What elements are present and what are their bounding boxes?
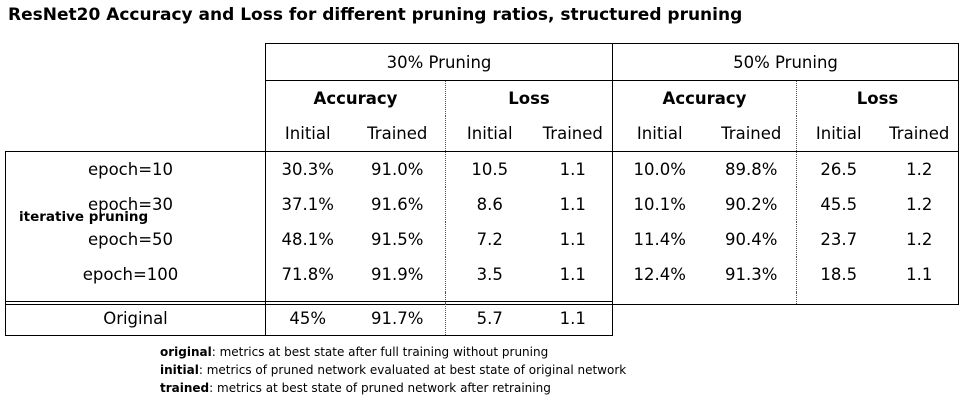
footnote-text: : metrics at best state of pruned networ… xyxy=(209,381,551,395)
subheader-trained: Trained xyxy=(542,124,603,143)
table-cell: 23.7 xyxy=(796,222,881,257)
loss-header-30: Loss xyxy=(445,80,613,116)
table-cell: 91.0% xyxy=(349,151,446,187)
subheader-trained: Trained xyxy=(880,116,959,152)
subheader-initial: Initial xyxy=(265,116,350,152)
table-cell: 1.2 xyxy=(880,187,959,222)
table-cell: 1.2 xyxy=(880,222,959,257)
loss-header-50: Loss xyxy=(796,80,959,116)
table-cell: 71.8% xyxy=(265,257,350,292)
table-cell: 1.1 xyxy=(533,151,613,187)
table-row: epoch=50 48.1% 91.5% 7.2 1.1 11.4% 90.4%… xyxy=(5,222,959,257)
table-row: epoch=10 30.3% 91.0% 10.5 1.1 10.0% 89.8… xyxy=(5,151,959,187)
footnote-term: original xyxy=(160,345,212,359)
table-title: ResNet20 Accuracy and Loss for different… xyxy=(8,5,743,25)
table-cell: 90.2% xyxy=(725,195,778,214)
table-cell: 91.3% xyxy=(725,265,778,284)
accuracy-header-30: Accuracy xyxy=(265,80,446,116)
group-header-row: 30% Pruning 50% Pruning xyxy=(6,43,959,81)
table-cell: 91.9% xyxy=(371,265,424,284)
table-cell: 48.1% xyxy=(265,222,350,257)
accuracy-header-50: Accuracy xyxy=(612,80,797,116)
subheader-trained: Trained xyxy=(367,124,428,143)
table-cell: 3.5 xyxy=(445,257,534,292)
table-cell: 45% xyxy=(265,301,350,336)
footnote-term: initial xyxy=(160,363,199,377)
original-row: Original 45% 91.7% 5.7 1.1 xyxy=(5,301,613,336)
row-label: epoch=100 xyxy=(5,257,266,292)
table-cell: 1.1 xyxy=(559,230,586,249)
table-row: epoch=30 37.1% 91.6% 8.6 1.1 10.1% 90.2%… xyxy=(5,187,959,222)
table-cell: 1.1 xyxy=(533,301,613,336)
table-cell: 1.2 xyxy=(880,151,959,187)
table-cell: 10.0% xyxy=(612,151,707,187)
subheader-trained: Trained xyxy=(721,124,782,143)
row-group-label: iterative pruning xyxy=(19,209,149,225)
footnote-original: original: metrics at best state after fu… xyxy=(160,343,626,361)
original-label: Original xyxy=(5,301,266,336)
original-table: Original 45% 91.7% 5.7 1.1 xyxy=(5,301,613,336)
subheader-initial: Initial xyxy=(445,116,534,152)
table-cell: 1.1 xyxy=(559,195,586,214)
table-cell: 30.3% xyxy=(265,151,350,187)
footnote-initial: initial: metrics of pruned network evalu… xyxy=(160,361,626,379)
table-cell: 91.6% xyxy=(371,195,424,214)
group-50-header: 50% Pruning xyxy=(612,43,959,81)
footnote-text: : metrics at best state after full train… xyxy=(211,345,549,359)
table-cell: 11.4% xyxy=(612,222,707,257)
table-cell: 5.7 xyxy=(445,301,534,336)
row-label: epoch=10 xyxy=(5,151,266,187)
row-label: epoch=30 xyxy=(5,187,266,222)
table-cell: 10.1% xyxy=(612,187,707,222)
row-label: epoch=50 xyxy=(5,222,266,257)
table-cell: 89.8% xyxy=(706,151,797,187)
table-cell: 12.4% xyxy=(612,257,707,292)
footnote-trained: trained: metrics at best state of pruned… xyxy=(160,379,626,397)
table-cell: 26.5 xyxy=(796,151,881,187)
subheader-initial: Initial xyxy=(612,116,707,152)
table-cell: 18.5 xyxy=(796,257,881,292)
footnote-text: : metrics of pruned network evaluated at… xyxy=(198,363,627,377)
subheader-row: Initial Trained Initial Trained Initial … xyxy=(6,116,959,152)
table-cell: 91.5% xyxy=(371,230,424,249)
table-cell: 91.7% xyxy=(349,301,446,336)
table-cell: 90.4% xyxy=(725,230,778,249)
table-row: epoch=100 71.8% 91.9% 3.5 1.1 12.4% 91.3… xyxy=(5,257,959,292)
table-cell: 1.1 xyxy=(559,265,586,284)
table-cell: 10.5 xyxy=(445,151,534,187)
table-cell: 7.2 xyxy=(445,222,534,257)
table-cell: 45.5 xyxy=(796,187,881,222)
footnote-term: trained xyxy=(160,381,210,395)
results-table: 30% Pruning 50% Pruning Accuracy Loss Ac… xyxy=(5,43,959,305)
table-cell: 37.1% xyxy=(265,187,350,222)
table-cell: 1.1 xyxy=(880,257,959,292)
footnotes: original: metrics at best state after fu… xyxy=(160,343,626,397)
metric-header-row: Accuracy Loss Accuracy Loss xyxy=(6,80,959,116)
group-30-header: 30% Pruning xyxy=(265,43,613,81)
table-cell: 8.6 xyxy=(445,187,534,222)
subheader-initial: Initial xyxy=(796,116,881,152)
